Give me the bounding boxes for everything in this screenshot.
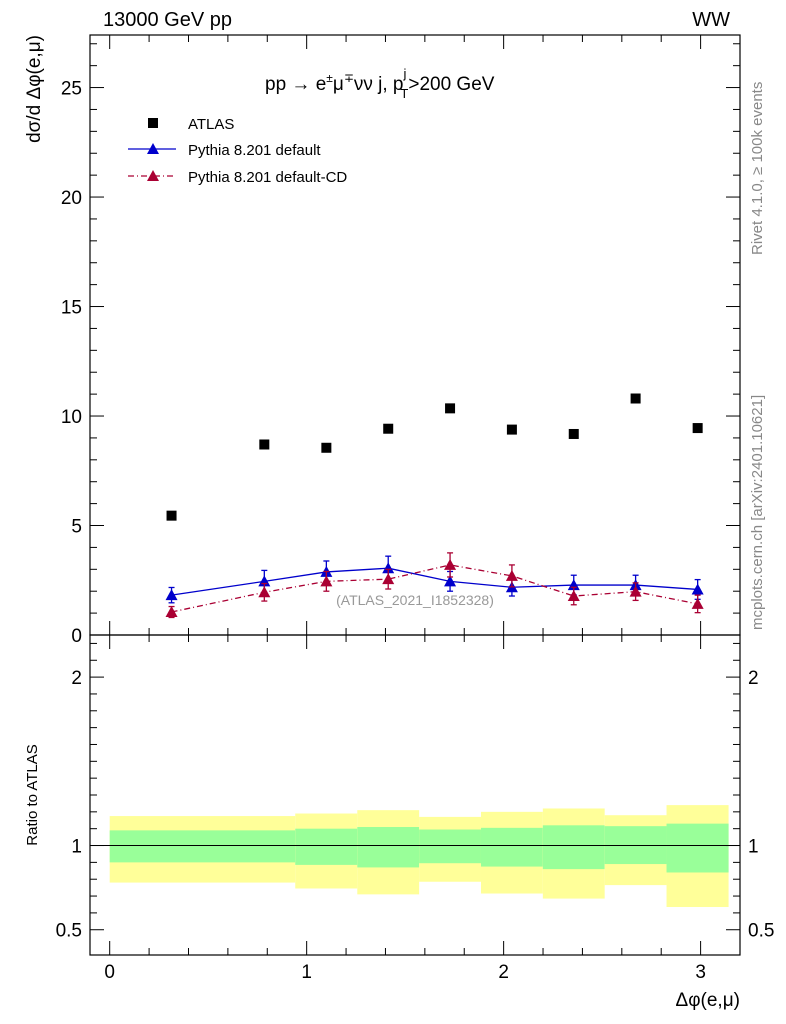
main-y-tick-label: 10 [61,407,82,428]
legend-cd-label: Pythia 8.201 default-CD [188,169,347,186]
main-y-label: dσ/d Δφ(e,μ) [24,35,45,143]
series-1-point [444,575,457,587]
x-tick-label: 3 [695,962,706,983]
main-axis-ticks: 0 5 10 15 20 25 [61,35,741,647]
ratio-bands [109,805,729,907]
title-cut: >200 GeV [408,74,494,95]
ratio-stat-band-bin [109,830,296,863]
series-1-point [691,583,704,595]
ratio-y-tick-label-right: 2 [748,668,759,689]
process-label: WW [692,9,730,31]
title-sup-j: j [403,66,407,81]
series-0-point [630,393,641,404]
ratio-stat-band-bin [666,823,729,873]
series-2-point [505,569,518,581]
main-y-tick-label: 20 [61,188,82,209]
main-y-tick-label: 5 [71,517,82,538]
ratio-panel: 0.5 0.5 1 1 2 2 0 1 2 3 Ratio to ATLAS Δφ(e,μ) [24,634,774,1011]
ratio-stat-band-bin [357,827,420,868]
main-data-series [165,393,704,619]
analysis-watermark: (ATLAS_2021_I1852328) [336,592,494,608]
ratio-y-tick-label: 1 [71,837,82,858]
series-2-point [444,558,457,570]
main-y-tick-label: 0 [71,626,82,647]
main-panel: 0 5 10 15 20 25 pp → e±μ∓νν j, pj T>200 GeV (A… [24,34,741,647]
title-mu: μ [333,74,344,95]
legend-default-marker [147,143,159,154]
series-2-point [567,590,580,602]
series-2-point [320,575,333,587]
series-0-point [506,424,517,435]
x-tick-label: 2 [498,962,509,983]
legend-cd-marker [147,170,159,181]
ratio-stat-band-bin [295,828,358,865]
legend-atlas-marker [148,118,158,128]
main-y-tick-label: 15 [61,298,82,319]
legend-atlas-label: ATLAS [188,116,234,133]
title-charge-mu: ∓ [344,71,354,85]
series-0-point [445,403,456,414]
x-tick-label: 1 [301,962,312,983]
series-2-point [629,585,642,597]
series-1-point [382,562,395,574]
ratio-y-tick-label: 2 [71,668,82,689]
x-tick-label: 0 [104,962,115,983]
main-y-tick-label: 25 [61,79,82,100]
ratio-y-tick-label: 0.5 [56,921,82,942]
title-charge-e: ± [326,71,333,85]
ratio-stat-band-bin [480,827,543,867]
ratio-y-label: Ratio to ATLAS [24,744,41,845]
rivet-version-label: Rivet 4.1.0, ≥ 100k events [749,82,766,255]
series-2-point [258,586,271,598]
series-0-point [383,423,394,434]
x-axis-label: Δφ(e,μ) [676,990,740,1011]
title-rest: νν j, p [354,74,404,95]
ratio-stat-band-bin [542,825,605,870]
ratio-stat-band-bin [419,829,481,864]
series-0-point [166,510,177,521]
legend: ATLAS Pythia 8.201 default Pythia 8.201 … [128,116,347,186]
legend-default-label: Pythia 8.201 default [188,142,321,159]
series-1-point [165,589,178,601]
series-2-point [382,573,395,585]
plot-title: pp → e±μ∓νν j, pj T>200 GeV [265,66,495,101]
title-prefix: pp → e [265,74,326,95]
series-0-point [692,423,703,434]
series-0-point [259,439,270,450]
series-2-point [691,597,704,609]
ratio-frame [89,634,741,956]
series-0-point [321,442,332,453]
title-sub-T: T [400,86,408,101]
ratio-y-tick-label-right: 1 [748,837,759,858]
series-2-point [165,606,178,618]
series-0-point [568,428,579,439]
ratio-y-tick-label-right: 0.5 [748,921,774,942]
mcplots-label: mcplots.cern.ch [arXiv:2401.10621] [749,395,766,630]
energy-label: 13000 GeV pp [103,9,232,31]
ratio-axis-ticks: 0.5 0.5 1 1 2 2 0 1 2 3 [56,635,774,983]
